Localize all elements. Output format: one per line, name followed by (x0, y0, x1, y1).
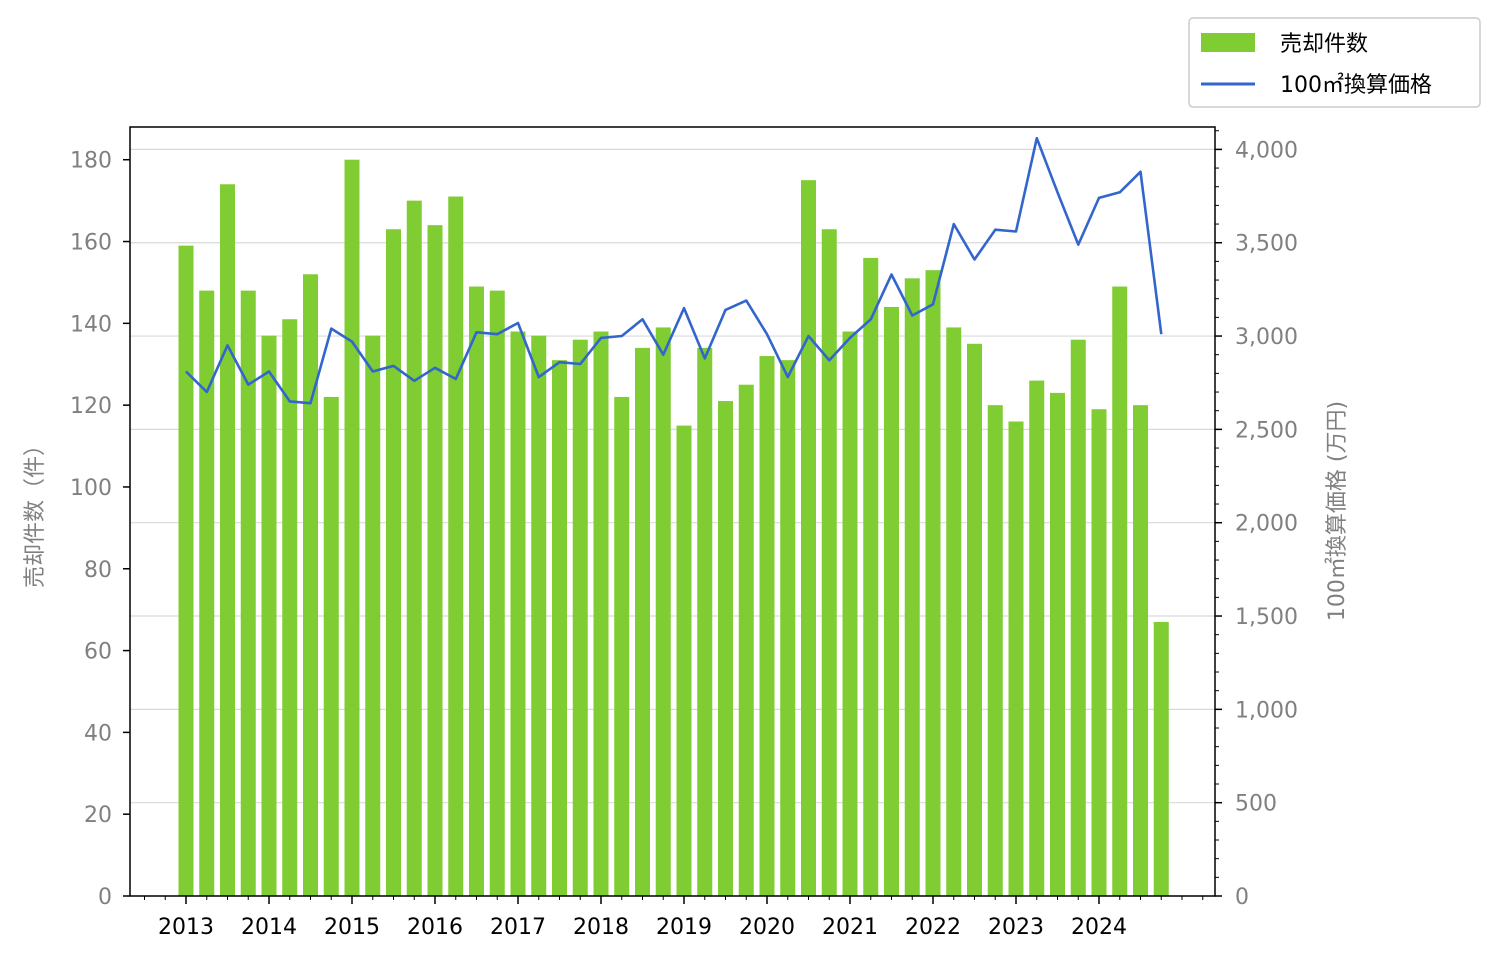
right-axis: 0 500 1,000 1,500 2,000 2,500 3,000 3,500 4,000 (1215, 130, 1298, 910)
left-tick-label: 0 (98, 885, 112, 910)
right-tick-label: 4,000 (1235, 138, 1298, 163)
left-tick-label: 80 (84, 558, 112, 583)
x-tick-label: 2017 (490, 915, 546, 940)
left-tick-label: 60 (84, 640, 112, 665)
bar (1091, 409, 1107, 896)
bar (1153, 621, 1169, 896)
bar (1050, 392, 1065, 896)
price-line (185, 136, 1163, 405)
bar (240, 290, 256, 896)
bar-series (178, 159, 1169, 897)
x-tick-label: 2024 (1071, 915, 1127, 940)
right-tick-label: 3,000 (1235, 325, 1298, 350)
left-tick-label: 120 (70, 394, 112, 419)
bar (406, 200, 422, 896)
bar (261, 335, 277, 896)
legend: 売却件数 100㎡換算価格 (1188, 17, 1481, 108)
right-tick-label: 1,000 (1235, 698, 1298, 723)
bar (531, 335, 547, 896)
bar (510, 331, 526, 897)
bar (946, 327, 962, 896)
left-tick-label: 160 (70, 231, 112, 256)
bar (427, 225, 443, 896)
left-axis-title: 売却件数（件） (23, 434, 48, 588)
x-tick-label: 2023 (988, 915, 1044, 940)
left-tick-label: 40 (84, 721, 112, 746)
x-tick-label: 2016 (407, 915, 463, 940)
left-tick-label: 20 (84, 803, 112, 828)
x-tick-label: 2015 (324, 915, 380, 940)
bar (718, 401, 733, 896)
bar (738, 384, 754, 896)
plot-frame (129, 126, 1216, 897)
legend-line-label: 100㎡換算価格 (1280, 72, 1432, 98)
x-tick-label: 2020 (739, 915, 795, 940)
bar (552, 360, 567, 896)
left-tick-label: 180 (70, 149, 112, 174)
bar (448, 196, 464, 896)
bar (801, 180, 816, 896)
left-axis: 0 20 40 60 80 100 120 140 160 180 (70, 149, 130, 910)
bar (282, 319, 298, 896)
bar (1070, 339, 1086, 896)
bar (469, 286, 484, 896)
bar (863, 257, 879, 896)
left-tick-label: 100 (70, 476, 112, 501)
bar (220, 184, 235, 896)
legend-box (1188, 17, 1481, 108)
bar (489, 290, 505, 896)
bar (178, 245, 194, 897)
x-tick-label: 2014 (241, 915, 297, 940)
bar (842, 331, 858, 897)
bar (987, 405, 1003, 896)
x-tick-label: 2019 (656, 915, 712, 940)
x-tick-label: 2018 (573, 915, 629, 940)
bar (635, 347, 650, 897)
right-axis-title: 100㎡換算価格 (万円) (1324, 401, 1350, 621)
bar (386, 229, 401, 897)
bar (344, 159, 360, 897)
bar (1133, 405, 1148, 896)
bar (323, 396, 339, 896)
right-tick-label: 500 (1235, 792, 1277, 817)
x-tick-label: 2021 (822, 915, 878, 940)
right-tick-label: 1,500 (1235, 605, 1298, 630)
bar (1029, 380, 1045, 896)
bar (821, 229, 837, 897)
bar (780, 360, 796, 896)
bar (572, 339, 588, 896)
bar (303, 274, 318, 896)
bar (967, 343, 982, 896)
legend-bar-label: 売却件数 (1280, 32, 1368, 57)
bar (884, 306, 899, 896)
bar (925, 270, 941, 896)
bar (697, 347, 713, 897)
line-series (185, 136, 1163, 405)
bar (759, 356, 775, 896)
x-tick-label: 2013 (158, 915, 214, 940)
bar (1112, 286, 1128, 896)
bar (676, 425, 692, 896)
bar (365, 335, 381, 896)
bar (593, 331, 609, 897)
bar (614, 396, 630, 896)
x-tick-label: 2022 (905, 915, 961, 940)
right-tick-label: 2,000 (1235, 512, 1298, 537)
right-tick-label: 2,500 (1235, 418, 1298, 443)
x-axis: 2013 2014 2015 2016 2017 2018 2019 2020 2021 2022… (144, 896, 1204, 940)
bar (904, 278, 920, 897)
bar (1008, 421, 1024, 896)
legend-bar-swatch (1201, 33, 1255, 52)
bar (655, 327, 671, 896)
right-tick-label: 0 (1235, 885, 1249, 910)
bar (199, 290, 215, 896)
left-tick-label: 140 (70, 312, 112, 337)
right-tick-label: 3,500 (1235, 232, 1298, 257)
